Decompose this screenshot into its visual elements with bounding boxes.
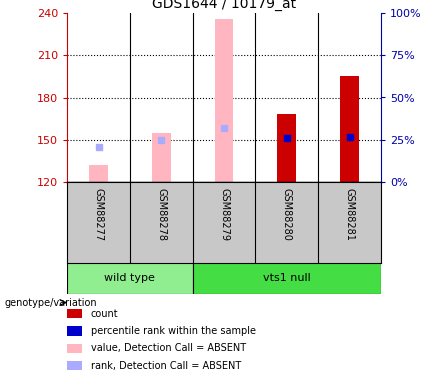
Title: GDS1644 / 10179_at: GDS1644 / 10179_at (152, 0, 296, 11)
Text: value, Detection Call = ABSENT: value, Detection Call = ABSENT (91, 343, 246, 353)
Text: rank, Detection Call = ABSENT: rank, Detection Call = ABSENT (91, 360, 241, 370)
Bar (215, 19, 233, 182)
Text: genotype/variation: genotype/variation (4, 297, 97, 307)
Bar (67, 262, 193, 294)
Text: vts1 null: vts1 null (263, 273, 311, 284)
Text: count: count (91, 309, 119, 319)
Bar (67, 361, 82, 370)
Bar (278, 114, 296, 182)
Text: GSM88277: GSM88277 (94, 188, 103, 242)
Text: percentile rank within the sample: percentile rank within the sample (91, 326, 256, 336)
Bar (67, 309, 82, 318)
Text: GSM88279: GSM88279 (219, 188, 229, 242)
Bar (67, 326, 82, 336)
Bar (67, 344, 82, 353)
Bar (193, 262, 381, 294)
Bar (340, 76, 359, 182)
Bar (152, 133, 171, 182)
Text: GSM88281: GSM88281 (345, 188, 355, 241)
Bar (89, 165, 108, 182)
Text: GSM88280: GSM88280 (282, 188, 292, 241)
Text: wild type: wild type (104, 273, 155, 284)
Text: GSM88278: GSM88278 (156, 188, 166, 242)
